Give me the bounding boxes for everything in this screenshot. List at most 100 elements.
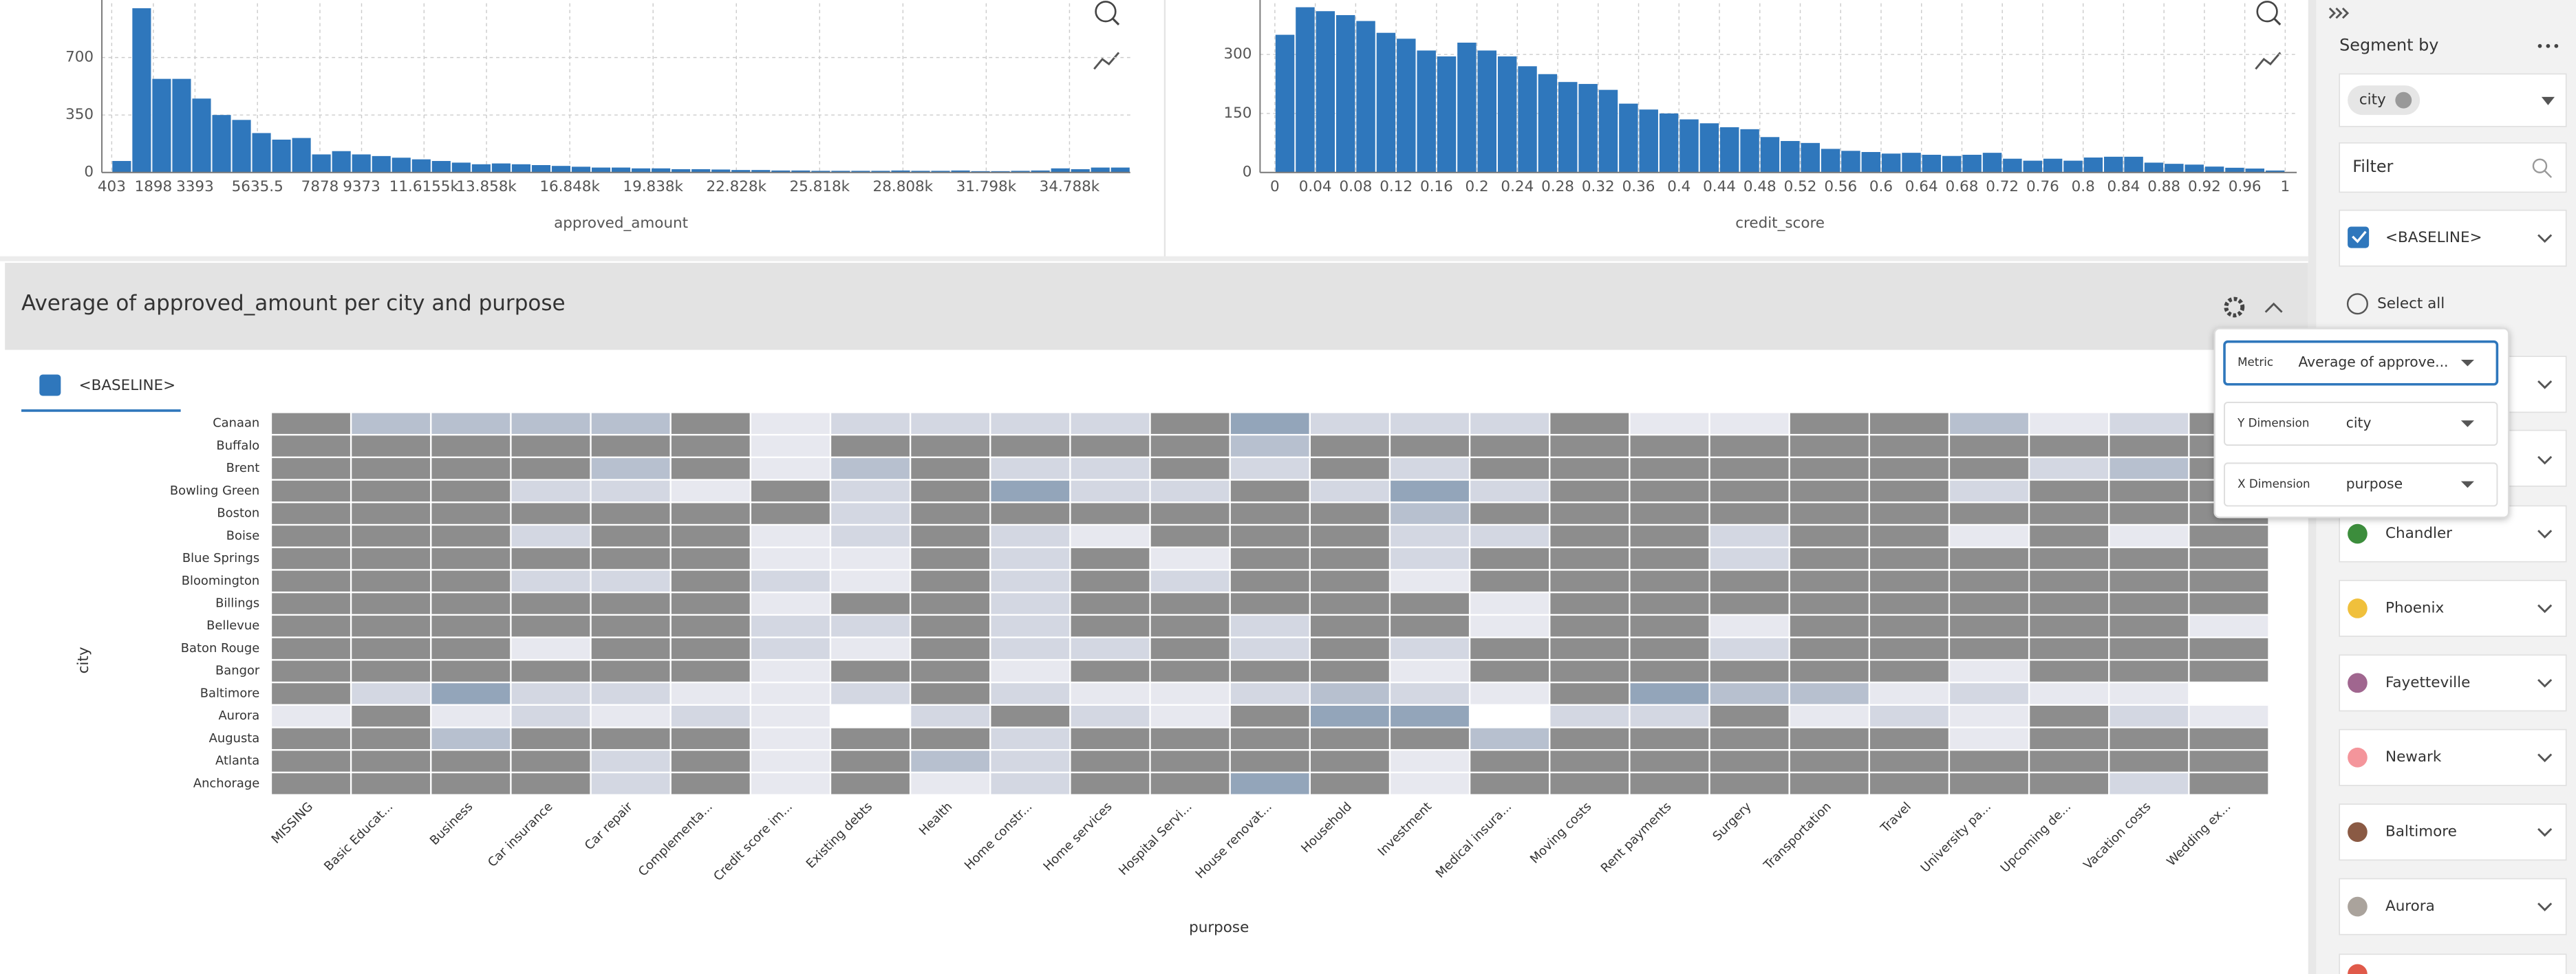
heat-cell — [511, 570, 590, 592]
heat-cell — [1550, 503, 1629, 524]
y-tick-label: 300 — [1223, 45, 1252, 63]
expand-chevron[interactable] — [2537, 679, 2553, 688]
heat-cell — [1550, 683, 1629, 704]
trend-button[interactable] — [1093, 52, 1120, 70]
x-tick-label: 3393 — [176, 178, 214, 195]
filter-input[interactable] — [2339, 142, 2567, 193]
heat-cell — [591, 660, 670, 682]
bar — [2265, 170, 2285, 173]
heat-cell — [991, 593, 1070, 614]
x-tick-label: 19.838k — [623, 178, 683, 195]
heat-cell — [272, 773, 350, 794]
heat-cell — [272, 458, 350, 479]
heat-cell — [751, 526, 830, 547]
trend-button[interactable] — [2255, 52, 2282, 70]
tab-label[interactable]: <BASELINE> — [79, 377, 176, 394]
heat-cell — [1869, 683, 1949, 704]
heat-cell — [991, 413, 1070, 434]
heat-cell — [1790, 616, 1869, 637]
heat-cell — [1310, 503, 1389, 524]
heat-cell — [671, 413, 750, 434]
dropdown[interactable] — [2224, 402, 2498, 446]
x-tick-label: 0.6 — [1869, 178, 1893, 195]
select-all[interactable]: Select all — [2377, 295, 2445, 312]
heat-cell — [272, 413, 350, 434]
expand-icon[interactable] — [2341, 7, 2350, 19]
heat-cell — [1071, 570, 1150, 592]
heat-cell — [2189, 705, 2268, 727]
row-label: Augusta — [209, 731, 260, 746]
heat-cell — [2030, 548, 2109, 570]
heat-cell — [1869, 750, 1949, 772]
bar — [1296, 7, 1315, 173]
chip-remove[interactable] — [2395, 91, 2412, 109]
bar — [471, 164, 491, 173]
heat-cell — [1230, 570, 1309, 592]
heat-cell — [1310, 638, 1389, 660]
expand-chevron[interactable] — [2537, 380, 2553, 389]
segment-card[interactable] — [2339, 580, 2567, 637]
expand-chevron[interactable] — [2537, 234, 2553, 244]
segment-card[interactable] — [2339, 654, 2567, 712]
bar — [1801, 142, 1820, 173]
heat-cell — [751, 750, 830, 772]
dropdown-arrow — [2460, 420, 2474, 427]
zoom-button[interactable] — [1095, 1, 1120, 25]
segment-card[interactable] — [2339, 953, 2567, 974]
heat-cell — [1710, 480, 1789, 502]
zoom-button[interactable] — [2256, 1, 2282, 25]
segment-card[interactable] — [2339, 803, 2567, 861]
row-label: Atlanta — [215, 754, 259, 768]
expand-icon[interactable] — [2335, 7, 2343, 19]
dropdown[interactable] — [2224, 462, 2498, 507]
heat-cell — [1790, 435, 1869, 457]
heat-cell — [1391, 435, 1469, 457]
settings-button[interactable] — [2224, 296, 2245, 318]
heat-cell — [1391, 683, 1469, 704]
expand-chevron[interactable] — [2537, 530, 2553, 539]
dropdown[interactable] — [2223, 340, 2499, 386]
heat-cell — [1790, 526, 1869, 547]
bar — [1316, 11, 1335, 173]
segment-card[interactable] — [2339, 728, 2567, 786]
heat-cell — [1150, 660, 1230, 682]
heat-cell — [1790, 638, 1869, 660]
bar — [751, 170, 771, 173]
heat-cell — [591, 503, 670, 524]
menu-button[interactable] — [2537, 44, 2559, 48]
bar — [2204, 166, 2224, 173]
search-icon — [2532, 158, 2553, 178]
expand-chevron[interactable] — [2537, 753, 2553, 763]
heat-cell — [352, 570, 431, 592]
heat-cell — [591, 616, 670, 637]
checkbox[interactable] — [2348, 226, 2370, 248]
heat-cell — [272, 435, 350, 457]
heat-cell — [1630, 660, 1709, 682]
heat-cell — [2110, 548, 2189, 570]
expand-chevron[interactable] — [2537, 902, 2553, 911]
collapse-button[interactable] — [2264, 302, 2283, 313]
bar — [612, 167, 631, 173]
expand-chevron[interactable] — [2537, 455, 2553, 465]
heat-cell — [352, 616, 431, 637]
baseline-card[interactable] — [2339, 209, 2567, 267]
heat-cell — [352, 526, 431, 547]
expand-chevron[interactable] — [2537, 827, 2553, 837]
expand-icon[interactable] — [2328, 7, 2337, 19]
heat-cell — [751, 413, 830, 434]
bar — [1719, 127, 1739, 173]
bar — [352, 154, 371, 173]
expand-chevron[interactable] — [2537, 604, 2553, 614]
heat-cell — [991, 480, 1070, 502]
heat-cell — [1550, 728, 1629, 750]
heat-cell — [1470, 683, 1549, 704]
bar — [451, 162, 471, 173]
heat-cell — [1391, 458, 1469, 479]
radio[interactable] — [2346, 293, 2368, 315]
dropdown-arrow — [2541, 96, 2555, 105]
heat-cell — [751, 683, 830, 704]
bar — [571, 166, 591, 173]
segment-card[interactable] — [2339, 878, 2567, 935]
heat-cell — [1470, 593, 1549, 614]
